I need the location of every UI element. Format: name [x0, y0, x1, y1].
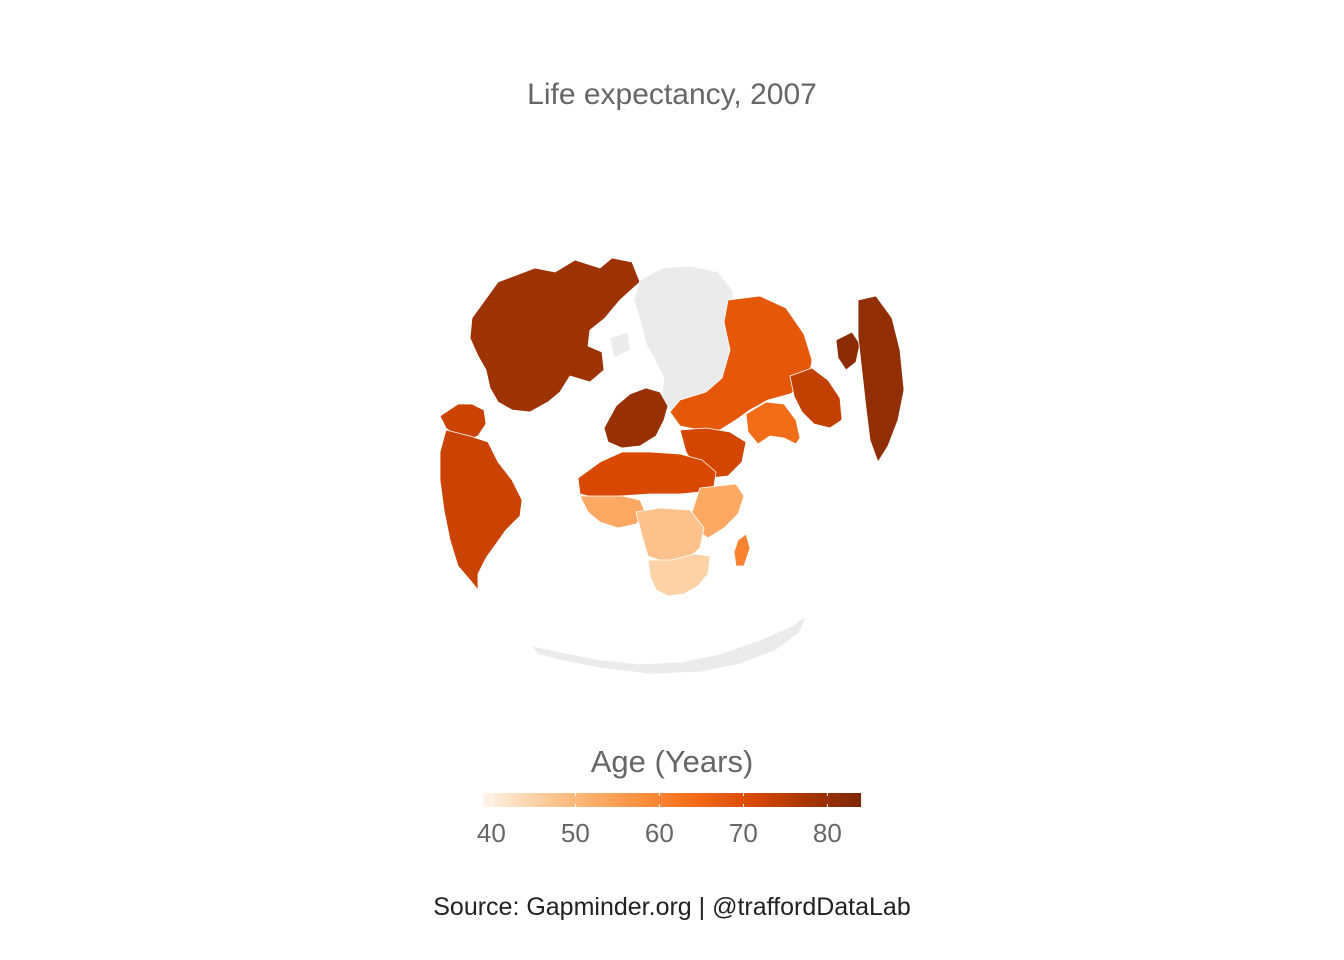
- region-madagascar: [733, 533, 751, 567]
- region-south-america: [439, 429, 523, 591]
- globe: [439, 257, 905, 675]
- region-australia: [857, 295, 905, 463]
- source-caption: Source: Gapminder.org | @traffordDataLab: [433, 893, 911, 921]
- region-eastern-europe-russia: [669, 295, 813, 431]
- legend-title: Age (Years): [590, 744, 754, 779]
- legend-tick-label: 70: [728, 818, 758, 848]
- region-north-america: [469, 257, 641, 413]
- legend-colorbar: [483, 793, 861, 807]
- region-western-europe: [603, 387, 669, 449]
- region-east-asia: [789, 367, 843, 429]
- legend-tick-label: 80: [812, 818, 842, 848]
- legend-tick-label: 60: [644, 818, 674, 848]
- region-greenland-arctic: [609, 265, 737, 419]
- region-southern-africa: [647, 553, 711, 597]
- legend-tick-label: 40: [476, 818, 506, 848]
- region-south-asia: [745, 401, 801, 445]
- region-antarctica: [531, 615, 807, 675]
- chart-title: Life expectancy, 2007: [527, 78, 817, 111]
- region-japan: [835, 331, 861, 371]
- legend-tick-label: 50: [560, 818, 590, 848]
- region-north-africa: [577, 451, 717, 499]
